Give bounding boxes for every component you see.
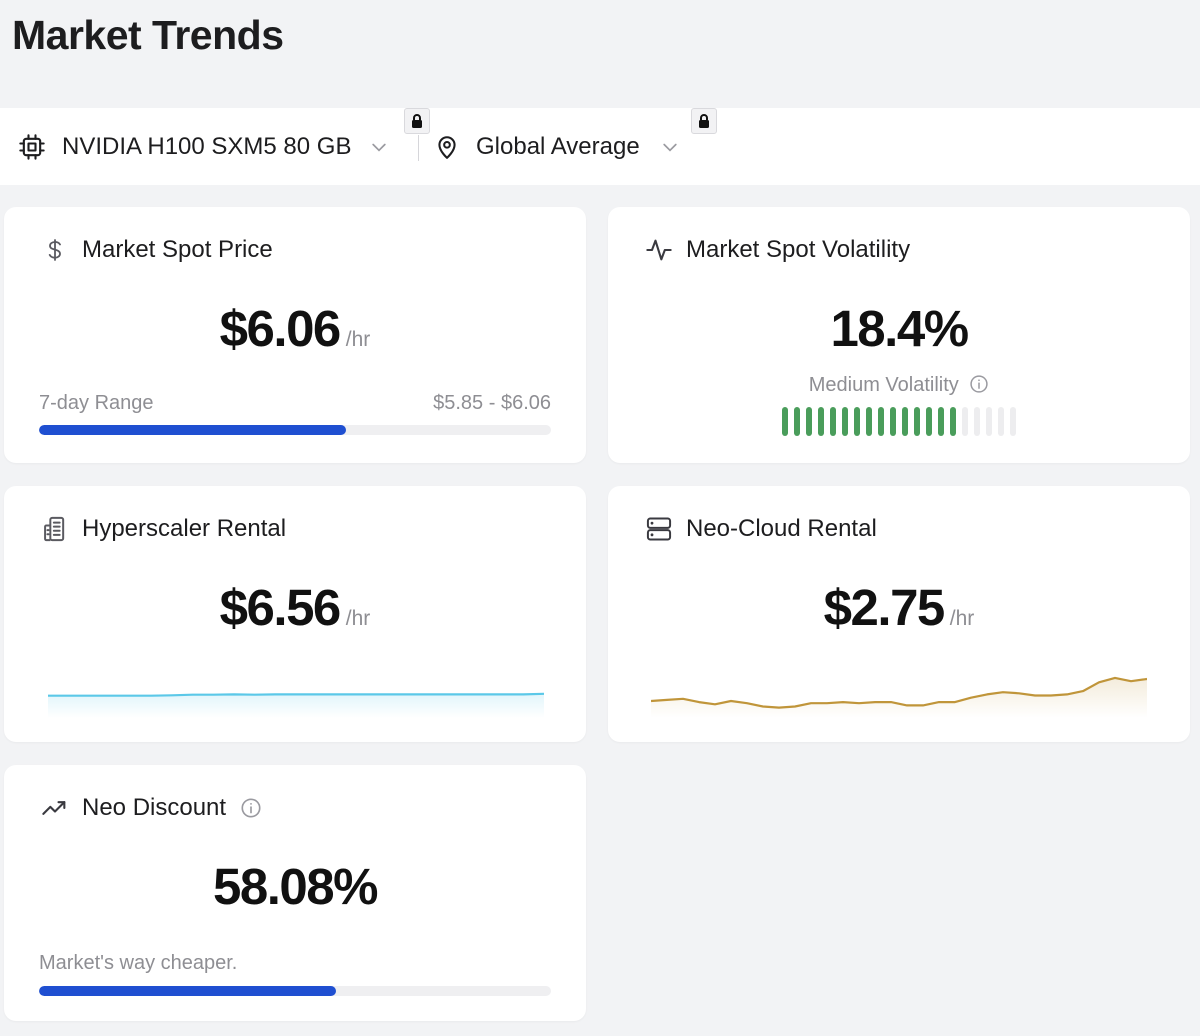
chip-icon [18,133,46,161]
neocloud-card: Neo-Cloud Rental $2.75/hr [608,486,1190,742]
card-title: Hyperscaler Rental [82,515,287,542]
volatility-tick [782,407,788,436]
spot-price-value: $6.06/hr [4,299,586,358]
volatility-tick [830,407,836,436]
volatility-tick [914,407,920,436]
price-unit: /hr [949,607,975,630]
discount-bar [39,986,551,996]
filter-divider [418,135,419,161]
sparkline-line [651,676,1147,709]
volatility-meter [608,407,1190,436]
volatility-tick [962,407,968,436]
building-icon [40,514,70,544]
volatility-tick [938,407,944,436]
chevron-down-icon [369,137,389,157]
chevron-down-icon [660,137,680,157]
neocloud-amount: $2.75 [823,579,946,636]
range-label: 7-day Range [39,392,154,414]
volatility-tick [902,407,908,436]
card-title: Market Spot Price [82,236,273,263]
price-unit: /hr [345,328,371,351]
volatility-value: 18.4% [830,300,969,357]
volatility-tick [794,407,800,436]
volatility-level: Medium Volatility [608,374,1190,399]
server-icon [644,514,674,544]
volatility-tick [878,407,884,436]
volatility-tick [974,407,980,436]
volatility-card: Market Spot Volatility 18.4% Medium Vola… [608,207,1190,463]
gpu-selector[interactable]: NVIDIA H100 SXM5 80 GB [18,108,389,185]
volatility-tick [890,407,896,436]
filter-bar: NVIDIA H100 SXM5 80 GB Global Average [0,108,1200,185]
neo-discount-card: Neo Discount 58.08% Market's way cheaper… [4,765,586,1021]
lock-icon [404,108,430,134]
volatility-level-label: Medium Volatility [808,374,959,396]
trending-up-icon [40,793,70,823]
gpu-selector-label: NVIDIA H100 SXM5 80 GB [62,132,352,160]
dollar-icon [40,235,70,265]
info-icon[interactable] [969,374,989,399]
volatility-tick [950,407,956,436]
range-bar [39,425,551,435]
neocloud-sparkline [651,676,1147,718]
volatility-tick [866,407,872,436]
page-title: Market Trends [12,12,284,58]
region-selector[interactable]: Global Average [434,108,680,185]
sparkline-area [48,693,544,718]
volatility-tick [926,407,932,436]
card-title: Neo Discount [82,794,227,821]
price-unit: /hr [345,607,371,630]
neo-discount-value: 58.08% [213,858,378,915]
hyperscaler-sparkline [48,692,544,718]
hyperscaler-amount: $6.56 [219,579,342,636]
range-bar-fill [39,425,347,435]
lock-icon [691,108,717,134]
spot-price-card: Market Spot Price $6.06/hr 7-day Range $… [4,207,586,463]
map-pin-icon [434,133,460,161]
volatility-tick [1010,407,1016,436]
discount-bar-fill [39,986,336,996]
card-title: Market Spot Volatility [686,236,911,263]
volatility-tick [806,407,812,436]
volatility-tick [986,407,992,436]
volatility-tick [818,407,824,436]
hyperscaler-value: $6.56/hr [4,578,586,637]
info-icon[interactable] [240,797,262,819]
neocloud-value: $2.75/hr [608,578,1190,637]
hyperscaler-card: Hyperscaler Rental $6.56/hr [4,486,586,742]
volatility-tick [854,407,860,436]
range-value: $5.85 - $6.06 [433,392,551,414]
sparkline-area [651,677,1147,718]
volatility-tick [998,407,1004,436]
region-selector-label: Global Average [476,132,640,160]
spot-price-amount: $6.06 [219,300,342,357]
sparkline-line [48,692,544,697]
neo-discount-caption: Market's way cheaper. [39,952,238,974]
activity-icon [644,235,674,265]
volatility-tick [842,407,848,436]
card-title: Neo-Cloud Rental [686,515,877,542]
